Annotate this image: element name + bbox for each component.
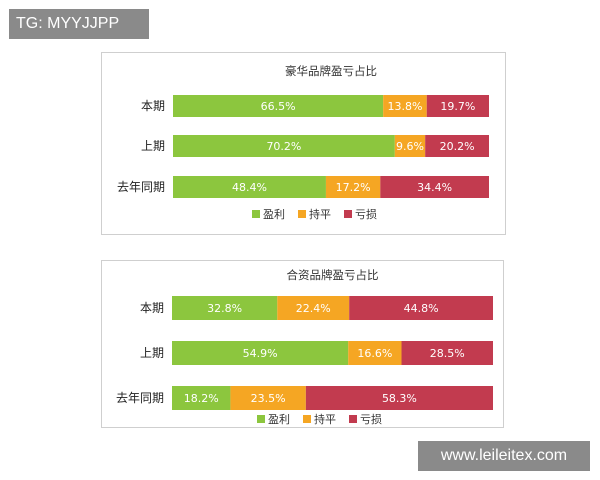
legend-swatch-loss: [344, 210, 352, 218]
data-label: 66.5%: [261, 100, 296, 113]
data-label: 23.5%: [251, 392, 286, 405]
data-label: 32.8%: [207, 302, 242, 315]
data-label: 44.8%: [404, 302, 439, 315]
bar-segment-loss: [380, 176, 489, 198]
legend-label: 持平: [309, 207, 331, 221]
bar-segment-loss: [349, 296, 493, 320]
data-label: 20.2%: [440, 140, 475, 153]
bar-segment-flat: [348, 341, 402, 365]
bar-segment-loss: [426, 95, 489, 117]
data-label: 16.6%: [357, 347, 392, 360]
legend-swatch-flat: [303, 415, 311, 423]
bar-segment-profit: [172, 386, 231, 410]
data-label: 58.3%: [382, 392, 417, 405]
bar-segment-loss: [305, 386, 493, 410]
category-label: 本期: [141, 99, 165, 113]
bar-segment-loss: [425, 135, 489, 157]
data-label: 54.9%: [243, 347, 278, 360]
data-label: 18.2%: [184, 392, 219, 405]
bar-segment-flat: [277, 296, 350, 320]
bar-segment-loss: [401, 341, 493, 365]
site-watermark: www.leileitex.com: [418, 441, 590, 471]
category-label: 本期: [140, 301, 164, 315]
bar-segment-flat: [230, 386, 306, 410]
data-label: 9.6%: [396, 140, 424, 153]
luxury-brand-chart: 豪华品牌盈亏占比本期 66.5% 13.8% 19.7% 上期 70.2% 9.6% 20.2…: [101, 52, 506, 235]
data-label: 70.2%: [266, 140, 301, 153]
data-label: 34.4%: [417, 181, 452, 194]
legend-label: 亏损: [360, 412, 382, 426]
legend-label: 盈利: [268, 413, 290, 426]
bar-segment-flat: [325, 176, 381, 198]
joint-venture-brand-chart: 合资品牌盈亏占比本期 32.8% 22.4% 44.8% 上期 54.9% 16.6% 28.…: [101, 260, 504, 428]
legend-swatch-flat: [298, 210, 306, 218]
data-label: 13.8%: [387, 100, 422, 113]
data-label: 22.4%: [296, 302, 331, 315]
bar-segment-profit: [173, 176, 326, 198]
legend-label: 亏损: [355, 207, 377, 221]
legend-swatch-profit: [252, 210, 260, 218]
chart-title: 豪华品牌盈亏占比: [285, 64, 377, 78]
category-label: 去年同期: [116, 391, 164, 405]
bar-segment-flat: [383, 95, 427, 117]
data-label: 28.5%: [430, 347, 465, 360]
bar-segment-flat: [394, 135, 426, 157]
legend-swatch-profit: [257, 415, 265, 423]
corner-tag: TG: MYYJJPP: [9, 9, 149, 39]
bar-segment-profit: [173, 135, 395, 157]
data-label: 19.7%: [440, 100, 475, 113]
bar-segment-profit: [173, 95, 384, 117]
legend-label: 盈利: [263, 208, 285, 221]
bar-segment-profit: [172, 341, 349, 365]
data-label: 17.2%: [336, 181, 371, 194]
category-label: 上期: [140, 346, 164, 360]
legend-swatch-loss: [349, 415, 357, 423]
legend-label: 持平: [314, 412, 336, 426]
category-label: 去年同期: [117, 180, 165, 194]
chart-title: 合资品牌盈亏占比: [287, 268, 379, 282]
bar-segment-profit: [172, 296, 278, 320]
category-label: 上期: [141, 139, 165, 153]
data-label: 48.4%: [232, 181, 267, 194]
